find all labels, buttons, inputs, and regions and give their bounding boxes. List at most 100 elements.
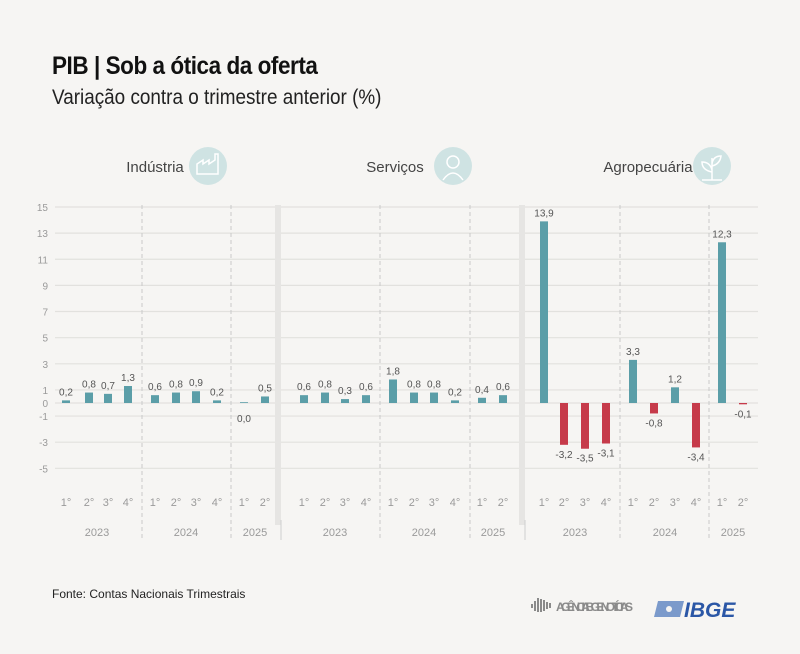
quarter-label: 3° [580, 497, 591, 509]
y-tick-label: 13 [37, 229, 49, 240]
panel-separator [519, 205, 525, 525]
bar [540, 221, 548, 403]
y-tick-label: -1 [39, 412, 48, 423]
quarter-label: 1° [239, 497, 250, 509]
bar [650, 403, 658, 414]
data-label: 0,6 [359, 382, 373, 393]
data-label: 0,8 [169, 380, 183, 391]
data-label: -0,1 [734, 409, 752, 420]
data-label: 0,8 [318, 380, 332, 391]
y-tick-label: 1 [42, 386, 48, 397]
year-label: 2024 [653, 527, 677, 539]
quarter-label: 3° [670, 497, 681, 509]
quarter-label: 2° [738, 497, 749, 509]
factory-icon [189, 147, 227, 185]
quarter-label: 4° [123, 497, 134, 509]
bar [389, 379, 397, 403]
quarter-label: 2° [649, 497, 660, 509]
year-label: 2024 [412, 527, 436, 539]
y-tick-label: 15 [37, 203, 49, 214]
bar [430, 392, 438, 403]
quarter-label: 1° [477, 497, 488, 509]
bar [718, 242, 726, 403]
bar [451, 400, 459, 403]
year-label: 2023 [85, 527, 109, 539]
bar [671, 387, 679, 403]
quarter-label: 2° [559, 497, 570, 509]
page-title: PIB | Sob a ótica da oferta [52, 52, 318, 80]
source-note: Fonte: Contas Nacionais Trimestrais [52, 587, 246, 601]
factory-icon-glyph [196, 153, 219, 175]
bar [581, 403, 589, 449]
data-label: 0,6 [297, 382, 311, 393]
bar [499, 395, 507, 403]
quarter-label: 2° [498, 497, 509, 509]
quarter-label: 4° [212, 497, 223, 509]
bar [602, 403, 610, 444]
data-label: 0,7 [101, 381, 115, 392]
data-label: 0,6 [148, 382, 162, 393]
data-label: 0,4 [475, 385, 489, 396]
panel-separator [275, 205, 281, 525]
data-label: 3,3 [626, 347, 640, 358]
data-label: 0,5 [258, 383, 272, 394]
bar [362, 395, 370, 403]
quarter-label: 1° [539, 497, 550, 509]
data-label: -3,2 [555, 450, 573, 461]
quarter-label: 2° [320, 497, 331, 509]
person-headset-icon [434, 147, 472, 185]
quarter-label: 4° [450, 497, 461, 509]
y-tick-label: 0 [42, 399, 48, 410]
year-label: 2023 [563, 527, 587, 539]
y-tick-label: 7 [42, 308, 48, 319]
bar [85, 392, 93, 403]
bar [261, 396, 269, 403]
bar [62, 400, 70, 403]
quarter-label: 3° [340, 497, 351, 509]
quarter-label: 1° [150, 497, 161, 509]
data-label: 13,9 [534, 208, 554, 219]
bar [321, 392, 329, 403]
bar [240, 402, 248, 403]
panel-title-indústria: Indústria [126, 159, 184, 176]
y-tick-label: -5 [39, 464, 48, 475]
quarter-label: 3° [191, 497, 202, 509]
bar [629, 359, 637, 403]
bar [104, 393, 112, 403]
bar [213, 400, 221, 403]
bar [692, 403, 700, 448]
bar [739, 403, 747, 405]
year-label: 2025 [721, 527, 745, 539]
quarter-label: 2° [84, 497, 95, 509]
data-label: 0,8 [427, 380, 441, 391]
quarter-label: 3° [429, 497, 440, 509]
data-label: 0,2 [59, 387, 73, 398]
data-label: 1,2 [668, 374, 682, 385]
data-label: 0,2 [210, 387, 224, 398]
y-tick-label: 3 [42, 360, 48, 371]
quarter-label: 1° [628, 497, 639, 509]
person-icon-glyph [446, 155, 460, 169]
bar [560, 403, 568, 445]
quarter-label: 2° [171, 497, 182, 509]
bar [192, 391, 200, 403]
y-tick-label: -3 [39, 438, 48, 449]
page-subtitle: Variação contra o trimestre anterior (%) [52, 86, 382, 109]
person-icon-body [442, 172, 464, 181]
panel-title-serviços: Serviços [366, 159, 424, 176]
bar [151, 395, 159, 403]
year-label: 2024 [174, 527, 198, 539]
y-tick-label: 11 [38, 255, 49, 266]
quarter-label: 2° [409, 497, 420, 509]
bar [410, 392, 418, 403]
y-tick-label: 9 [42, 281, 48, 292]
quarter-label: 1° [388, 497, 399, 509]
quarter-label: 2° [260, 497, 271, 509]
data-label: 1,8 [386, 366, 400, 377]
quarter-label: 1° [61, 497, 72, 509]
bar [300, 395, 308, 403]
quarter-label: 4° [601, 497, 612, 509]
year-label: 2023 [323, 527, 347, 539]
